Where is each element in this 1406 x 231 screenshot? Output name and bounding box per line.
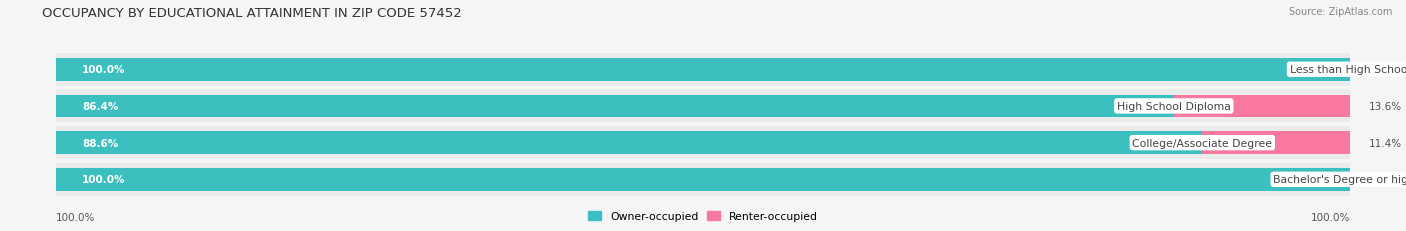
Text: 100.0%: 100.0% — [56, 212, 96, 222]
Text: Less than High School: Less than High School — [1289, 65, 1406, 75]
Bar — [56, 127, 1350, 159]
Text: 86.4%: 86.4% — [82, 101, 118, 111]
Text: College/Associate Degree: College/Associate Degree — [1132, 138, 1272, 148]
Bar — [56, 132, 1202, 154]
Bar — [56, 54, 1350, 86]
Text: 100.0%: 100.0% — [1310, 212, 1350, 222]
Bar — [1174, 95, 1350, 118]
Text: Bachelor's Degree or higher: Bachelor's Degree or higher — [1274, 175, 1406, 185]
Text: 100.0%: 100.0% — [82, 65, 125, 75]
Text: OCCUPANCY BY EDUCATIONAL ATTAINMENT IN ZIP CODE 57452: OCCUPANCY BY EDUCATIONAL ATTAINMENT IN Z… — [42, 7, 463, 20]
Legend: Owner-occupied, Renter-occupied: Owner-occupied, Renter-occupied — [583, 207, 823, 226]
Text: 11.4%: 11.4% — [1369, 138, 1402, 148]
Bar — [56, 168, 1350, 191]
Bar — [56, 90, 1350, 123]
Text: 88.6%: 88.6% — [82, 138, 118, 148]
Bar — [56, 95, 1174, 118]
Text: 100.0%: 100.0% — [82, 175, 125, 185]
Bar — [56, 163, 1350, 196]
Bar — [1202, 132, 1350, 154]
Text: 13.6%: 13.6% — [1369, 101, 1402, 111]
Bar — [56, 59, 1350, 81]
Text: High School Diploma: High School Diploma — [1116, 101, 1230, 111]
Text: Source: ZipAtlas.com: Source: ZipAtlas.com — [1288, 7, 1392, 17]
